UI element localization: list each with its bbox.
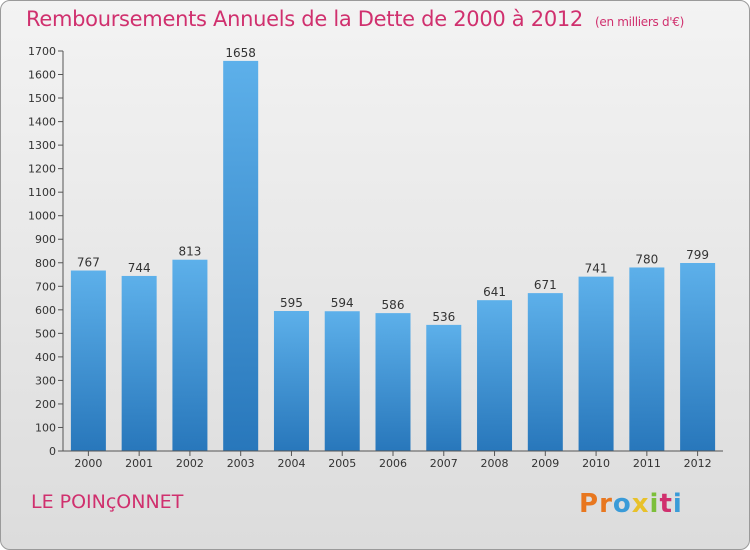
data-label-2012: 799 bbox=[686, 248, 709, 262]
y-tick-label: 1600 bbox=[28, 69, 56, 82]
data-label-2010: 741 bbox=[585, 262, 608, 276]
x-tick-label-2001: 2001 bbox=[125, 457, 153, 470]
data-label-2002: 813 bbox=[178, 245, 201, 259]
y-tick-label: 1500 bbox=[28, 92, 56, 105]
x-tick-label-2011: 2011 bbox=[633, 457, 661, 470]
data-label-2003: 1658 bbox=[225, 46, 256, 60]
brand-letter: x bbox=[631, 489, 650, 519]
brand-letter: i bbox=[672, 489, 683, 519]
y-tick-label: 800 bbox=[35, 257, 56, 270]
y-tick-label: 700 bbox=[35, 280, 56, 293]
data-label-2009: 671 bbox=[534, 278, 557, 292]
brand-letter: i bbox=[649, 489, 660, 519]
brand-logo: Proxiti bbox=[579, 489, 683, 519]
data-label-2004: 595 bbox=[280, 296, 303, 310]
x-tick-label-2010: 2010 bbox=[582, 457, 610, 470]
data-label-2008: 641 bbox=[483, 285, 506, 299]
y-tick-label: 0 bbox=[49, 445, 56, 458]
bar-2001 bbox=[121, 275, 157, 451]
x-tick-label-2004: 2004 bbox=[277, 457, 305, 470]
y-tick-label: 1100 bbox=[28, 186, 56, 199]
bar-2011 bbox=[629, 267, 665, 451]
bar-2007 bbox=[426, 324, 462, 451]
x-tick-label-2012: 2012 bbox=[684, 457, 712, 470]
bar-2006 bbox=[375, 313, 411, 451]
y-tick-label: 900 bbox=[35, 233, 56, 246]
bar-2010 bbox=[578, 276, 614, 451]
bar-2002 bbox=[172, 259, 208, 451]
town-name: LE POINçONNET bbox=[31, 491, 184, 513]
x-tick-label-2009: 2009 bbox=[531, 457, 559, 470]
x-tick-label-2003: 2003 bbox=[227, 457, 255, 470]
x-axis: 2000 2001 2002 2003 2004 2005 2006 2007 2008 2009… bbox=[63, 450, 723, 470]
unit-note: (en milliers d'€) bbox=[595, 15, 685, 29]
x-tick-label-2005: 2005 bbox=[328, 457, 356, 470]
y-tick-label: 600 bbox=[35, 304, 56, 317]
y-tick-label: 300 bbox=[35, 374, 56, 387]
x-tick-label-2007: 2007 bbox=[430, 457, 458, 470]
chart-title: Remboursements Annuels de la Dette de 20… bbox=[26, 7, 684, 31]
brand-letter: P bbox=[579, 489, 600, 519]
x-tick-label-2002: 2002 bbox=[176, 457, 204, 470]
bar-2008 bbox=[477, 300, 513, 451]
y-tick-label: 400 bbox=[35, 351, 56, 364]
brand-letter: r bbox=[599, 489, 613, 519]
brand-letter: o bbox=[612, 489, 632, 519]
data-label-2005: 594 bbox=[331, 296, 354, 310]
y-tick-label: 1700 bbox=[28, 45, 56, 58]
x-tick-label-2006: 2006 bbox=[379, 457, 407, 470]
bar-2004 bbox=[273, 311, 309, 451]
x-tick-label-2008: 2008 bbox=[481, 457, 509, 470]
data-label-2000: 767 bbox=[77, 256, 100, 270]
y-tick-label: 500 bbox=[35, 327, 56, 340]
bar-2003 bbox=[223, 60, 259, 451]
data-label-2011: 780 bbox=[635, 252, 658, 266]
data-label-2007: 536 bbox=[432, 310, 455, 324]
x-tick-label-2000: 2000 bbox=[74, 457, 102, 470]
y-tick-label: 1000 bbox=[28, 210, 56, 223]
y-tick-label: 1300 bbox=[28, 139, 56, 152]
bars-group: 767 744 813 1658 595 594 586 536 641 671 741 780 799 bbox=[70, 46, 716, 451]
chart-title-text: Remboursements Annuels de la Dette de 20… bbox=[26, 7, 583, 31]
y-tick-label: 200 bbox=[35, 398, 56, 411]
bar-2012 bbox=[680, 263, 716, 451]
brand-letter: t bbox=[659, 489, 673, 519]
bar-2000 bbox=[70, 270, 106, 451]
data-label-2001: 744 bbox=[128, 261, 151, 275]
bar-2009 bbox=[527, 293, 563, 451]
y-tick-label: 1200 bbox=[28, 163, 56, 176]
y-axis: 0 100 200 300 400 500 600 700 800 900 1000 1100 1200… bbox=[28, 45, 64, 458]
bar-2005 bbox=[324, 311, 360, 451]
y-tick-label: 100 bbox=[35, 421, 56, 434]
data-label-2006: 586 bbox=[382, 298, 405, 312]
y-tick-label: 1400 bbox=[28, 116, 56, 129]
